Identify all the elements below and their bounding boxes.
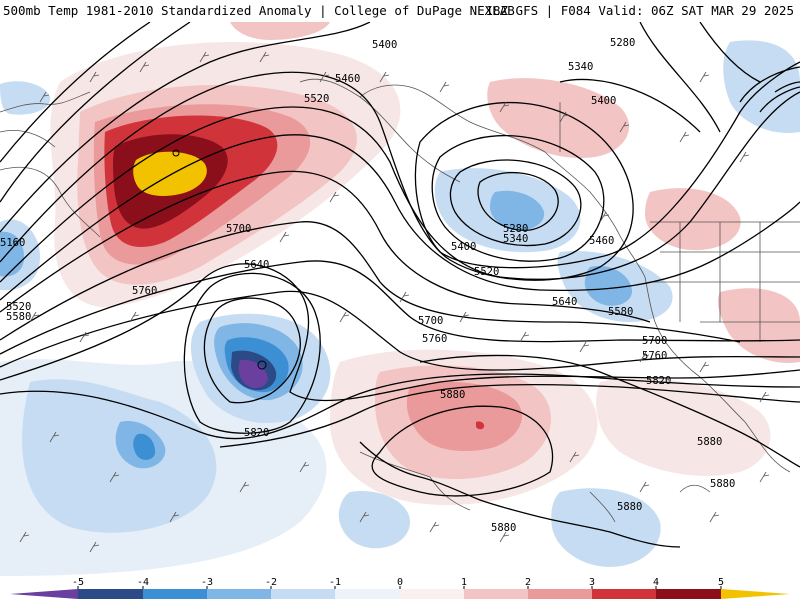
anomaly-colorbar: -5 -4 -3 -2 -1 0 1 2 3 4 5 xyxy=(0,576,800,600)
negative-anomaly-area xyxy=(584,265,633,306)
negative-anomaly-area xyxy=(723,40,800,133)
contour-label: 5880 xyxy=(491,522,516,534)
negative-anomaly-area xyxy=(238,359,268,388)
contour-label: 5520 xyxy=(6,301,31,313)
colorbar-tick-label: -1 xyxy=(329,577,341,588)
contour-label: 5820 xyxy=(244,427,269,439)
contour-label: 5580 xyxy=(6,311,31,323)
contour-label: 5340 xyxy=(503,233,528,245)
map-title: 500mb Temp 1981-2010 Standardized Anomal… xyxy=(3,3,515,18)
positive-anomaly-area xyxy=(717,288,800,363)
negative-anomaly-area xyxy=(490,190,545,231)
positive-anomaly-area xyxy=(230,22,330,40)
negative-anomaly-area xyxy=(338,491,410,549)
contour-label: 5400 xyxy=(451,241,476,253)
negative-anomaly-area xyxy=(0,81,51,115)
positive-anomaly-area xyxy=(596,378,771,476)
contour-label: 5880 xyxy=(697,436,722,448)
height-contours xyxy=(0,22,800,548)
colorbar-segment-pos4 xyxy=(656,589,721,599)
colorbar-tick-label: 1 xyxy=(461,577,467,588)
contour-label: 5820 xyxy=(646,375,671,387)
colorbar-segment-pos5 xyxy=(721,589,790,599)
model-run-info: 18Z GFS | F084 Valid: 06Z SAT MAR 29 202… xyxy=(485,3,794,18)
colorbar-segment-neg3 xyxy=(143,589,207,599)
colorbar-segment-neg1 xyxy=(271,589,335,599)
low-center-marker xyxy=(257,360,267,370)
colorbar-segment-neg5 xyxy=(10,589,78,599)
contour-label: 5880 xyxy=(440,389,465,401)
negative-anomaly-area xyxy=(133,433,156,460)
colorbar-segment-neg2 xyxy=(207,589,271,599)
colorbar-ticks xyxy=(77,586,722,589)
contour-labels: 5400 5460 5520 5280 5340 5400 5160 5700 … xyxy=(0,37,735,534)
colorbar-segment-pos3 xyxy=(592,589,656,599)
colorbar-tick-label: 4 xyxy=(653,577,659,588)
positive-anomaly-area xyxy=(133,151,207,196)
contour-label: 5760 xyxy=(422,333,447,345)
contour-label: 5700 xyxy=(418,315,443,327)
colorbar-segment-neg4 xyxy=(78,589,143,599)
contour-label: 5400 xyxy=(372,39,397,51)
positive-anomaly-area xyxy=(487,78,630,158)
negative-anomaly-area xyxy=(551,488,661,567)
contour-label: 5460 xyxy=(589,235,614,247)
colorbar-segments xyxy=(10,589,790,599)
negative-anomaly-area xyxy=(0,231,25,277)
positive-anomaly-area xyxy=(476,421,485,430)
colorbar-segment-pos1 xyxy=(464,589,528,599)
colorbar-tick-label: 3 xyxy=(589,577,595,588)
contour-label: 5400 xyxy=(591,95,616,107)
contour-label: 5640 xyxy=(552,296,577,308)
map-header: 500mb Temp 1981-2010 Standardized Anomal… xyxy=(0,0,800,22)
colorbar-tick-label: -3 xyxy=(201,577,213,588)
low-center-marker xyxy=(172,149,180,157)
colorbar-segment-zero-neg xyxy=(335,589,400,599)
contour-label: 5580 xyxy=(608,306,633,318)
colorbar-segment-zero-pos xyxy=(400,589,464,599)
contour-label: 5700 xyxy=(226,223,251,235)
negative-anomaly-area xyxy=(22,379,217,533)
contour-label: 5280 xyxy=(610,37,635,49)
colorbar-segment-pos2 xyxy=(528,589,592,599)
contour-label: 5520 xyxy=(304,93,329,105)
contour-label: 5160 xyxy=(0,237,25,249)
contour-label: 5640 xyxy=(244,259,269,271)
colorbar-tick-label: -2 xyxy=(265,577,277,588)
contour-label: 5280 xyxy=(503,223,528,235)
colorbar-tick-label: 5 xyxy=(718,577,724,588)
positive-anomaly-area xyxy=(406,381,523,452)
contour-label: 5760 xyxy=(642,350,667,362)
coastlines xyxy=(0,78,800,523)
contour-label: 5760 xyxy=(132,285,157,297)
contour-label: 5880 xyxy=(617,501,642,513)
colorbar-tick-labels: -5 -4 -3 -2 -1 0 1 2 3 4 5 xyxy=(72,577,724,588)
contour-label: 5520 xyxy=(474,266,499,278)
colorbar-tick-label: 0 xyxy=(397,577,403,588)
contour-label: 5700 xyxy=(642,335,667,347)
wind-barbs xyxy=(19,51,770,553)
colorbar-tick-label: -5 xyxy=(72,577,84,588)
anomaly-map: 5400 5460 5520 5280 5340 5400 5160 5700 … xyxy=(0,22,800,576)
contour-label: 5460 xyxy=(335,73,360,85)
contour-label: 5340 xyxy=(568,61,593,73)
colorbar-tick-label: 2 xyxy=(525,577,531,588)
contour-label: 5880 xyxy=(710,478,735,490)
colorbar-tick-label: -4 xyxy=(137,577,149,588)
